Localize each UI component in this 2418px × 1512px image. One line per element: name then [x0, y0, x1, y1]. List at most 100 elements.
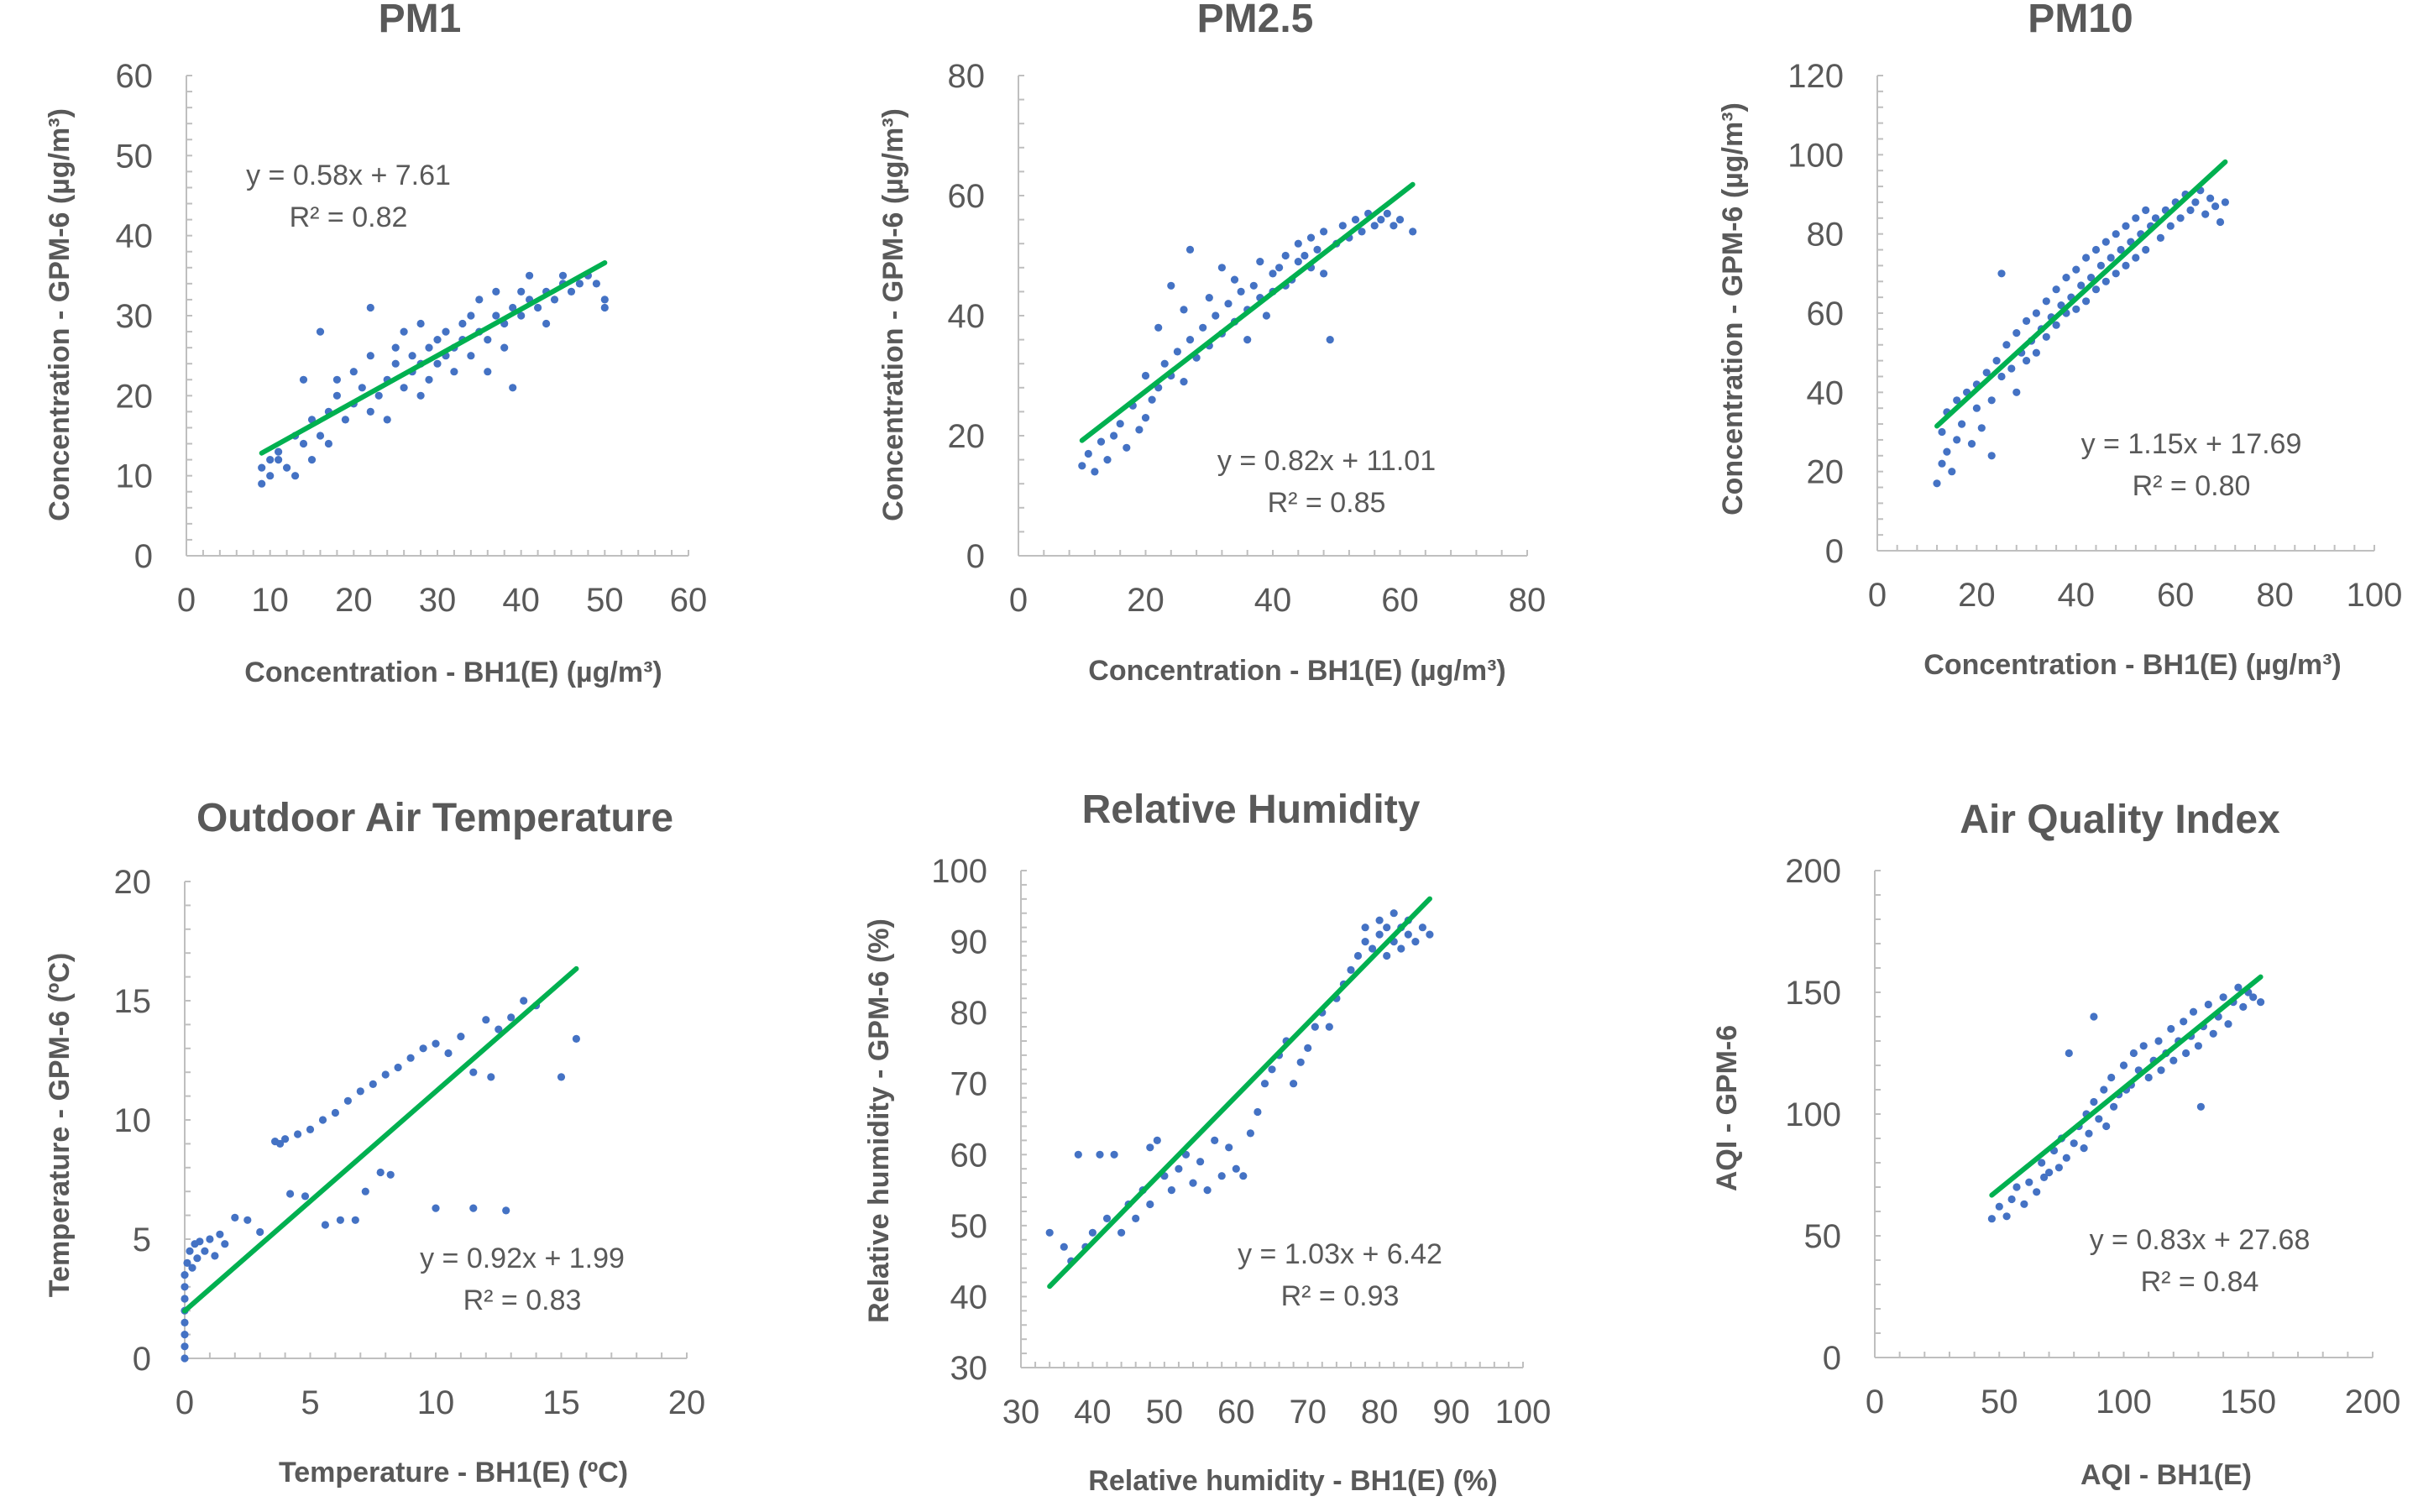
data-point — [181, 1354, 189, 1363]
data-point — [2002, 1212, 2011, 1221]
data-point — [2129, 1049, 2138, 1058]
data-point — [433, 359, 442, 368]
data-point — [2090, 1097, 2098, 1107]
data-point — [432, 1204, 440, 1212]
data-point — [2090, 1012, 2098, 1021]
data-point — [181, 1342, 189, 1351]
trendline — [1989, 974, 2264, 1198]
data-point — [1948, 468, 1956, 476]
data-point — [1275, 264, 1284, 272]
data-point — [1290, 1080, 1298, 1088]
data-point — [2080, 1144, 2088, 1153]
data-point — [2012, 329, 2021, 337]
data-point — [484, 368, 492, 376]
data-point — [2156, 233, 2164, 242]
data-point — [1141, 371, 1150, 380]
data-point — [1304, 1044, 1312, 1052]
data-point — [469, 1068, 478, 1076]
y-tick-label: 80 — [950, 995, 988, 1032]
data-point — [1146, 1143, 1154, 1152]
x-tick-label: 60 — [1381, 582, 1419, 619]
data-point — [1404, 930, 1412, 939]
data-point — [2101, 238, 2110, 246]
data-point — [321, 1221, 329, 1229]
data-point — [366, 407, 374, 416]
data-point — [1395, 216, 1405, 224]
data-point — [1269, 269, 1277, 278]
y-tick-label: 100 — [931, 853, 987, 890]
y-tick-label: 120 — [1787, 58, 1844, 95]
data-point — [1185, 245, 1195, 254]
y-tick-label: 80 — [948, 58, 986, 95]
r-squared: R² = 0.84 — [2141, 1266, 2259, 1298]
r-squared: R² = 0.85 — [1268, 487, 1386, 519]
data-point — [1383, 923, 1391, 932]
chart-temp: Outdoor Air Temperature 0 5 10 15 20 0 5 10 15 20 T… — [44, 796, 705, 1488]
data-point — [2095, 1115, 2103, 1123]
data-point — [2077, 281, 2086, 290]
data-point — [1167, 281, 1175, 290]
data-point — [517, 311, 526, 320]
data-point — [1958, 420, 1966, 428]
data-point — [2007, 1195, 2016, 1204]
data-point — [1987, 1215, 1996, 1223]
x-tick-label: 10 — [417, 1384, 455, 1421]
data-point — [351, 1216, 359, 1224]
y-tick-label: 40 — [1807, 374, 1845, 411]
y-tick-label: 80 — [1807, 217, 1845, 254]
y-tick-label: 20 — [116, 378, 154, 415]
data-point — [2139, 1042, 2148, 1050]
data-point — [206, 1235, 214, 1243]
data-point — [366, 352, 374, 360]
data-point — [484, 336, 492, 344]
data-point — [1110, 432, 1118, 440]
data-point — [1141, 414, 1150, 422]
data-point — [1256, 258, 1264, 266]
data-point — [1167, 1186, 1175, 1195]
x-tick-label: 10 — [251, 582, 289, 619]
data-point — [1992, 357, 2001, 365]
x-tick-label: 0 — [1868, 577, 1887, 614]
data-point — [332, 375, 341, 384]
data-point — [2070, 1139, 2078, 1148]
data-point — [301, 1192, 310, 1201]
data-point — [2249, 993, 2258, 1002]
x-tick-label: 60 — [2157, 577, 2195, 614]
data-point — [1173, 348, 1181, 356]
chart-title: Outdoor Air Temperature — [196, 796, 673, 840]
y-tick-label: 200 — [1785, 853, 1841, 890]
data-point — [1103, 456, 1112, 464]
data-point — [1217, 264, 1226, 272]
data-point — [1938, 459, 1946, 468]
data-point — [2117, 245, 2125, 254]
data-point — [324, 439, 332, 448]
data-point — [509, 384, 517, 392]
data-point — [2112, 269, 2120, 278]
data-point — [2182, 1049, 2190, 1058]
data-point — [231, 1213, 239, 1222]
data-point — [349, 368, 358, 376]
data-point — [299, 375, 308, 384]
data-point — [2142, 245, 2150, 254]
y-tick-label: 70 — [950, 1066, 988, 1103]
y-tick-label: 10 — [116, 458, 154, 495]
data-point — [2052, 285, 2060, 294]
data-point — [1338, 222, 1347, 230]
data-point — [1135, 426, 1144, 434]
y-axis-label: Concentration - GPM-6 (µg/m³) — [44, 108, 76, 521]
data-point — [2023, 317, 2031, 325]
data-point — [1078, 462, 1086, 470]
data-point — [2020, 1200, 2028, 1208]
data-point — [2012, 388, 2021, 396]
data-points — [1078, 209, 1417, 476]
data-point — [2176, 214, 2185, 222]
data-point — [376, 1168, 385, 1177]
x-tick-label: 100 — [1495, 1394, 1552, 1431]
data-point — [1239, 1172, 1248, 1180]
data-point — [2219, 993, 2227, 1002]
data-point — [2042, 297, 2050, 306]
data-point — [1369, 944, 1377, 953]
data-point — [2257, 998, 2265, 1007]
y-tick-label: 0 — [966, 538, 985, 575]
y-tick-label: 60 — [1807, 296, 1845, 332]
